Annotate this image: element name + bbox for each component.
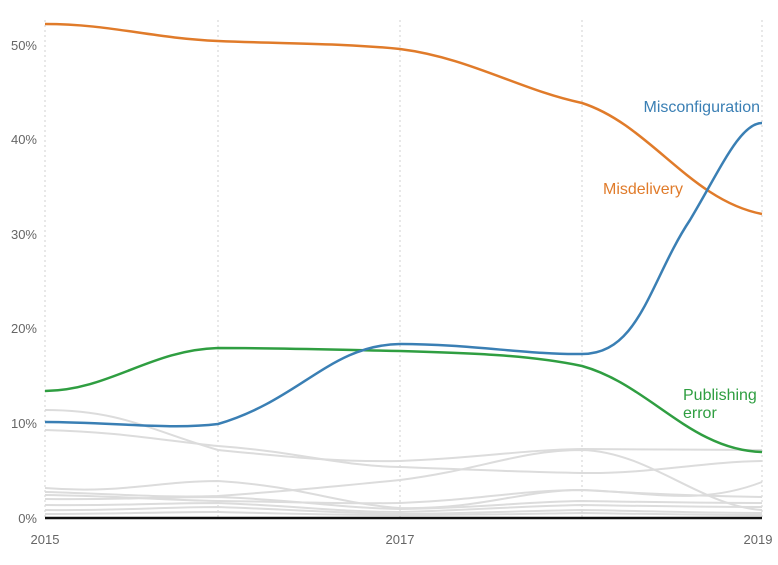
y-tick: 50%	[11, 38, 37, 53]
y-tick: 30%	[11, 227, 37, 242]
other-series-line	[44, 409, 763, 463]
label-misconfiguration: Misconfiguration	[644, 99, 761, 116]
label-misdelivery: Misdelivery	[603, 181, 683, 198]
other-series-line	[44, 429, 763, 475]
other-series-line	[44, 488, 763, 505]
series-publishing-error	[44, 346, 763, 454]
x-tick: 2015	[31, 532, 60, 547]
y-tick: 40%	[11, 132, 37, 147]
label-publishing-error-line1: Publishing	[683, 387, 757, 404]
other-series-line	[44, 495, 763, 511]
x-tick: 2019	[744, 532, 773, 547]
label-publishing-error-line2: error	[683, 405, 717, 422]
x-tick: 2017	[386, 532, 415, 547]
series-misdelivery	[44, 22, 763, 216]
x-axis: 2015 2017 2019	[31, 532, 773, 547]
other-series-line	[44, 448, 763, 511]
other-series-line	[44, 501, 763, 514]
vertical-gridlines	[44, 20, 763, 518]
y-tick: 10%	[11, 416, 37, 431]
y-tick: 0%	[18, 511, 37, 526]
other-series-line	[44, 510, 763, 517]
y-tick: 20%	[11, 321, 37, 336]
other-series	[44, 409, 763, 517]
series-misconfiguration	[44, 121, 763, 428]
y-axis: 0% 10% 20% 30% 40% 50%	[11, 38, 37, 526]
